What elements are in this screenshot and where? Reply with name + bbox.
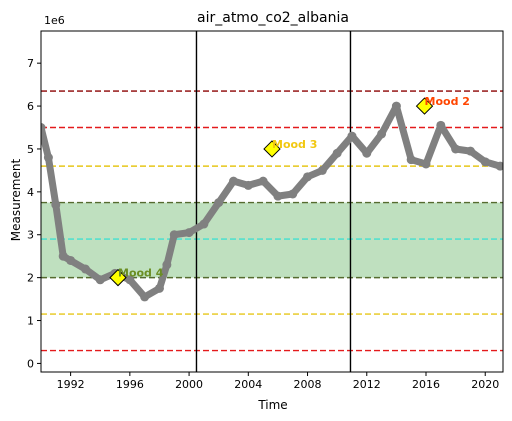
x-tick-label: 2012 bbox=[353, 378, 381, 391]
data-point bbox=[184, 228, 194, 238]
y-tick-label: 7 bbox=[27, 57, 34, 70]
plot-area: Mood 4 Mood 3 Mood 2 bbox=[40, 30, 504, 373]
data-point bbox=[41, 123, 46, 133]
data-point bbox=[332, 148, 342, 158]
x-tick-label: 1992 bbox=[57, 378, 85, 391]
data-point bbox=[58, 251, 68, 261]
data-point bbox=[288, 189, 298, 199]
data-point bbox=[199, 219, 209, 229]
x-tick-label: 1996 bbox=[116, 378, 144, 391]
plot-frame bbox=[40, 30, 504, 373]
mood-label: Mood 4 bbox=[118, 267, 164, 280]
data-point bbox=[436, 120, 446, 130]
data-point bbox=[162, 260, 172, 270]
data-point bbox=[480, 157, 490, 167]
chart-title: air_atmo_co2_albania bbox=[197, 10, 349, 26]
x-tick-label: 2008 bbox=[294, 378, 322, 391]
data-point bbox=[495, 161, 503, 171]
x-axis-label: Time bbox=[257, 398, 287, 412]
data-point bbox=[451, 144, 461, 154]
data-point bbox=[51, 200, 61, 210]
x-tick-label: 2020 bbox=[471, 378, 499, 391]
y-axis-label: Measurement bbox=[9, 159, 23, 242]
y-tick-label: 3 bbox=[27, 229, 34, 242]
y-tick-label: 5 bbox=[27, 143, 34, 156]
data-point bbox=[303, 172, 313, 182]
plot-background bbox=[41, 31, 503, 372]
y-tick-label: 1 bbox=[27, 315, 34, 328]
x-tick-label: 2016 bbox=[412, 378, 440, 391]
data-point bbox=[66, 255, 76, 265]
data-point bbox=[377, 129, 387, 139]
data-point bbox=[258, 176, 268, 186]
data-point bbox=[243, 180, 253, 190]
mood-marker bbox=[109, 268, 127, 287]
data-point bbox=[362, 148, 372, 158]
axis-ticks: 1992 1996 2000 2004 2008 2012 2016 2020 0 1 2 3 4 5 6 7 bbox=[27, 57, 499, 391]
data-point bbox=[169, 230, 179, 240]
data-point bbox=[347, 131, 357, 141]
x-tick-label: 2004 bbox=[234, 378, 262, 391]
data-point bbox=[214, 198, 224, 208]
data-point bbox=[317, 165, 327, 175]
data-point bbox=[140, 292, 150, 302]
shaded-band bbox=[41, 202, 503, 278]
data-point bbox=[465, 146, 475, 156]
y-tick-label: 0 bbox=[27, 357, 34, 370]
data-point bbox=[391, 101, 401, 111]
y-tick-label: 2 bbox=[27, 272, 34, 285]
mood-label: Mood 2 bbox=[425, 95, 470, 108]
y-tick-label: 4 bbox=[27, 186, 34, 199]
mood-label: Mood 3 bbox=[272, 138, 317, 151]
data-point bbox=[125, 275, 135, 285]
data-point bbox=[95, 275, 105, 285]
mood-marker bbox=[263, 140, 281, 158]
data-point bbox=[80, 264, 90, 274]
y-multiplier-label: 1e6 bbox=[44, 14, 65, 27]
data-point bbox=[421, 159, 431, 169]
data-point bbox=[406, 155, 416, 165]
data-point bbox=[229, 176, 238, 186]
data-point bbox=[154, 283, 164, 293]
data-point bbox=[273, 191, 283, 201]
y-tick-label: 6 bbox=[27, 100, 34, 113]
x-tick-label: 2000 bbox=[175, 378, 203, 391]
data-point bbox=[43, 153, 53, 163]
mood-marker bbox=[415, 97, 434, 115]
